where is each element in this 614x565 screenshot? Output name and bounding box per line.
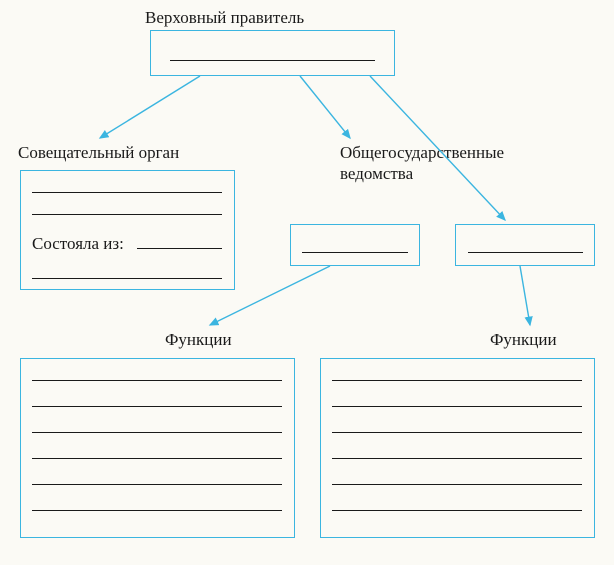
fill-line	[32, 214, 222, 215]
top-box	[150, 30, 395, 76]
consisted-of-label: Состояла из:	[32, 234, 124, 254]
top-box-line	[170, 60, 375, 61]
fill-line	[332, 484, 582, 485]
mid-box-a	[290, 224, 420, 266]
fill-line	[32, 406, 282, 407]
fill-line	[32, 510, 282, 511]
functions-left-label: Функции	[165, 330, 232, 350]
fill-line	[332, 458, 582, 459]
left-box	[20, 170, 235, 290]
right-branch-label-2: ведомства	[340, 164, 413, 184]
mid-box-b	[455, 224, 595, 266]
fill-line	[332, 406, 582, 407]
fill-line	[32, 380, 282, 381]
fill-line	[332, 380, 582, 381]
functions-right-label: Функции	[490, 330, 557, 350]
mid-box-b-line	[468, 252, 583, 253]
bottom-right-box	[320, 358, 595, 538]
top-title: Верховный правитель	[145, 8, 304, 28]
mid-box-a-line	[302, 252, 408, 253]
fill-line	[32, 484, 282, 485]
right-branch-label-1: Общегосударственные	[340, 143, 504, 163]
fill-line	[137, 248, 222, 249]
fill-line	[32, 432, 282, 433]
bottom-left-box	[20, 358, 295, 538]
fill-line	[332, 432, 582, 433]
fill-line	[32, 278, 222, 279]
fill-line	[332, 510, 582, 511]
fill-line	[32, 192, 222, 193]
fill-line	[32, 458, 282, 459]
left-branch-label: Совещательный орган	[18, 143, 179, 163]
